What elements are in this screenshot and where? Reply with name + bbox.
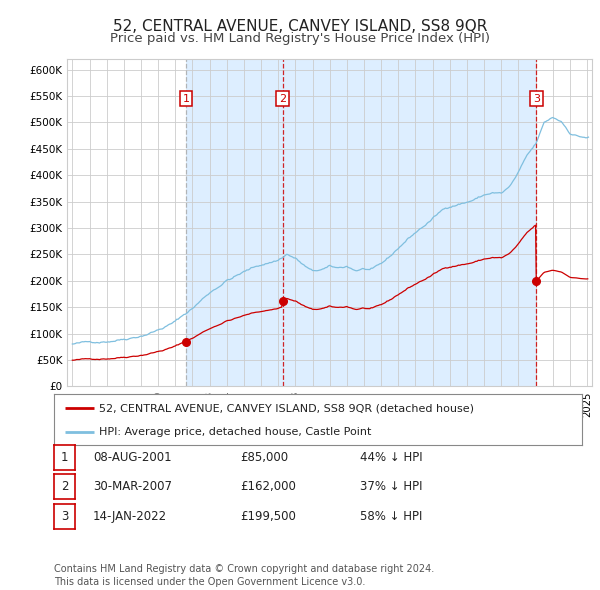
Text: 2: 2 — [279, 94, 286, 104]
Text: 52, CENTRAL AVENUE, CANVEY ISLAND, SS8 9QR: 52, CENTRAL AVENUE, CANVEY ISLAND, SS8 9… — [113, 19, 487, 34]
Text: 1: 1 — [182, 94, 190, 104]
Text: HPI: Average price, detached house, Castle Point: HPI: Average price, detached house, Cast… — [99, 428, 371, 437]
Text: 58% ↓ HPI: 58% ↓ HPI — [360, 510, 422, 523]
Text: £199,500: £199,500 — [240, 510, 296, 523]
Text: 1: 1 — [61, 451, 68, 464]
Text: 14-JAN-2022: 14-JAN-2022 — [93, 510, 167, 523]
Text: 30-MAR-2007: 30-MAR-2007 — [93, 480, 172, 493]
Bar — [186, 59, 283, 386]
Text: 44% ↓ HPI: 44% ↓ HPI — [360, 451, 422, 464]
Text: 3: 3 — [533, 94, 540, 104]
Text: 52, CENTRAL AVENUE, CANVEY ISLAND, SS8 9QR (detached house): 52, CENTRAL AVENUE, CANVEY ISLAND, SS8 9… — [99, 403, 474, 413]
Bar — [283, 59, 536, 386]
Text: Price paid vs. HM Land Registry's House Price Index (HPI): Price paid vs. HM Land Registry's House … — [110, 32, 490, 45]
Text: £162,000: £162,000 — [240, 480, 296, 493]
Text: 2: 2 — [61, 480, 68, 493]
Text: £85,000: £85,000 — [240, 451, 288, 464]
Text: 08-AUG-2001: 08-AUG-2001 — [93, 451, 172, 464]
Text: 3: 3 — [61, 510, 68, 523]
Text: 37% ↓ HPI: 37% ↓ HPI — [360, 480, 422, 493]
Text: Contains HM Land Registry data © Crown copyright and database right 2024.
This d: Contains HM Land Registry data © Crown c… — [54, 564, 434, 587]
